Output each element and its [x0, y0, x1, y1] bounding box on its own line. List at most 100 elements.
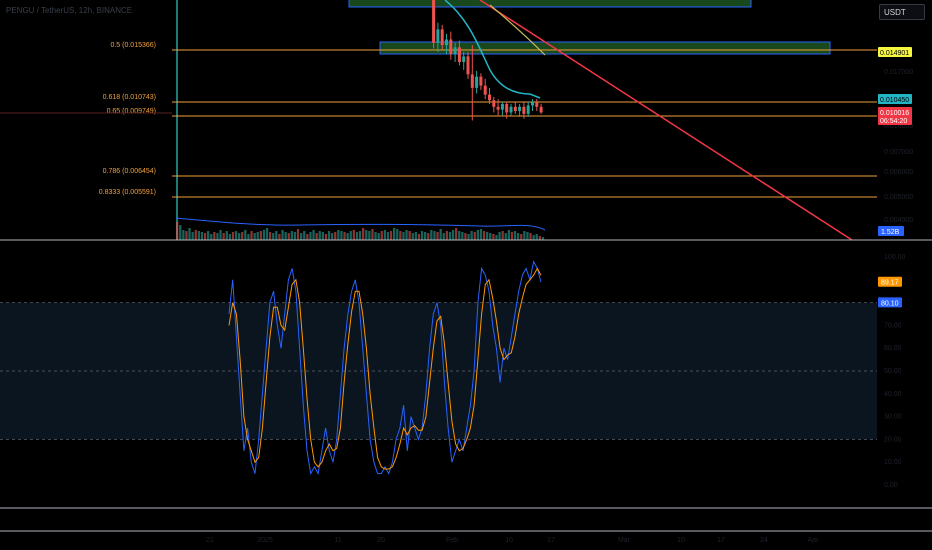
candle-body [475, 76, 479, 88]
candle-body [535, 102, 539, 107]
time-axis: 21 2025 11 20 Feb 10 17 Mar 10 17 24 Apr [206, 537, 819, 544]
volume-bar [510, 232, 514, 240]
volume-bar [501, 231, 504, 240]
volume-bar [176, 222, 179, 240]
volume-bar [414, 232, 417, 240]
volume-bar [448, 232, 452, 240]
fib-label: 0.5 (0.015366) [110, 42, 156, 49]
stoch-axis-tick: 40.00 [884, 391, 902, 398]
volume-bar [365, 230, 368, 240]
price-badge-bg [878, 47, 912, 57]
volume-bar [498, 232, 501, 240]
candle-body [496, 106, 500, 110]
volume-bar [228, 234, 231, 240]
volume-bar [185, 231, 188, 240]
stoch-axis-tick: 70.00 [884, 322, 902, 329]
volume-bar [358, 231, 362, 240]
candle-body [432, 0, 436, 43]
currency-button[interactable]: USDT [879, 4, 925, 20]
volume-ma-line [175, 217, 546, 231]
price-axis-tick: 0.017000 [884, 69, 913, 76]
volume-bar [492, 234, 495, 240]
volume-bar [253, 233, 256, 240]
volume-bar [541, 237, 545, 240]
zone-mid [379, 41, 831, 55]
stoch-d-line [228, 267, 542, 470]
trendline [479, 0, 853, 241]
volume-bar [473, 232, 476, 240]
price-badge-label: 06:54:20 [880, 118, 907, 125]
candle-body [505, 104, 509, 113]
volume-bar [389, 231, 393, 240]
candle-body [492, 100, 496, 107]
volume-bar [535, 234, 538, 240]
price-badge-bg [878, 94, 912, 104]
volume-bar [470, 231, 473, 240]
candle-body [445, 39, 448, 46]
stoch-axis-tick: 50.00 [884, 368, 902, 375]
volume-bar [309, 232, 312, 240]
volume-bar [411, 233, 414, 240]
price-badge-label: 0.010450 [880, 97, 909, 104]
candle-body [513, 106, 517, 112]
volume-bar [231, 232, 235, 240]
price-panel[interactable]: 0.5 (0.015366) 0.618 (0.010743) 0.65 (0.00… [0, 0, 932, 241]
volume-bar [265, 228, 269, 240]
volume-bar [213, 232, 216, 240]
volume-bar [439, 229, 442, 240]
stoch-axis-tick: 30.00 [884, 414, 902, 421]
candle-body [440, 29, 444, 46]
volume-bar [405, 230, 408, 240]
price-badge-bg [878, 107, 912, 117]
volume-bar [482, 231, 486, 240]
volume-bar [241, 232, 244, 240]
volume-bar [238, 233, 241, 240]
volume-bar [281, 230, 284, 240]
volume-bar [259, 231, 262, 240]
price-axis-tick: 0.005000 [884, 194, 913, 201]
time-axis-label: 21 [206, 537, 214, 544]
fib-label: 0.8333 (0.005591) [99, 189, 156, 196]
volume-bar [200, 232, 204, 240]
volume-bar [340, 231, 343, 240]
volume-bar [424, 232, 427, 240]
fib-label: 0.786 (0.006454) [103, 168, 156, 175]
volume-bar [489, 233, 492, 240]
volume-bar [479, 229, 483, 240]
stochastic-panel[interactable]: 100.0090.0080.0070.0060.0050.0040.0030.0… [0, 254, 932, 532]
volume-bar [532, 235, 535, 240]
stoch-badge-bg [878, 276, 902, 287]
ma-fast-line [444, 0, 541, 99]
volume-bar [284, 232, 287, 240]
volume-bar [312, 230, 315, 240]
volume-bar [374, 232, 377, 240]
volume-bar [377, 233, 380, 240]
volume-bar [179, 225, 182, 240]
volume-badge-label: 1.52B [881, 229, 900, 236]
volume-bar [219, 230, 222, 240]
volume-bar [343, 232, 346, 240]
volume-bar [318, 231, 321, 240]
volume-bar [197, 231, 200, 240]
candle-body [453, 47, 457, 55]
volume-bar [386, 232, 390, 240]
candle-body [479, 76, 483, 86]
ma-slow-line [489, 4, 546, 56]
volume-bar [337, 230, 340, 240]
volume-bar [225, 231, 228, 240]
stoch-badge-label: 80.10 [881, 300, 899, 307]
volume-bar [436, 232, 439, 240]
fib-label: 0.618 (0.010743) [103, 94, 156, 101]
volume-bar [538, 236, 541, 240]
candle-body [457, 47, 461, 62]
volume-bar [402, 232, 405, 240]
volume-bar [194, 230, 197, 240]
volume-bar [250, 231, 253, 240]
volume-bar [275, 231, 278, 240]
candle-body [436, 29, 440, 43]
volume-bar [327, 231, 331, 240]
volume-bar [451, 230, 455, 240]
time-axis-label: 10 [677, 537, 685, 544]
time-axis-label: Feb [446, 537, 458, 544]
volume-bar [427, 233, 430, 240]
